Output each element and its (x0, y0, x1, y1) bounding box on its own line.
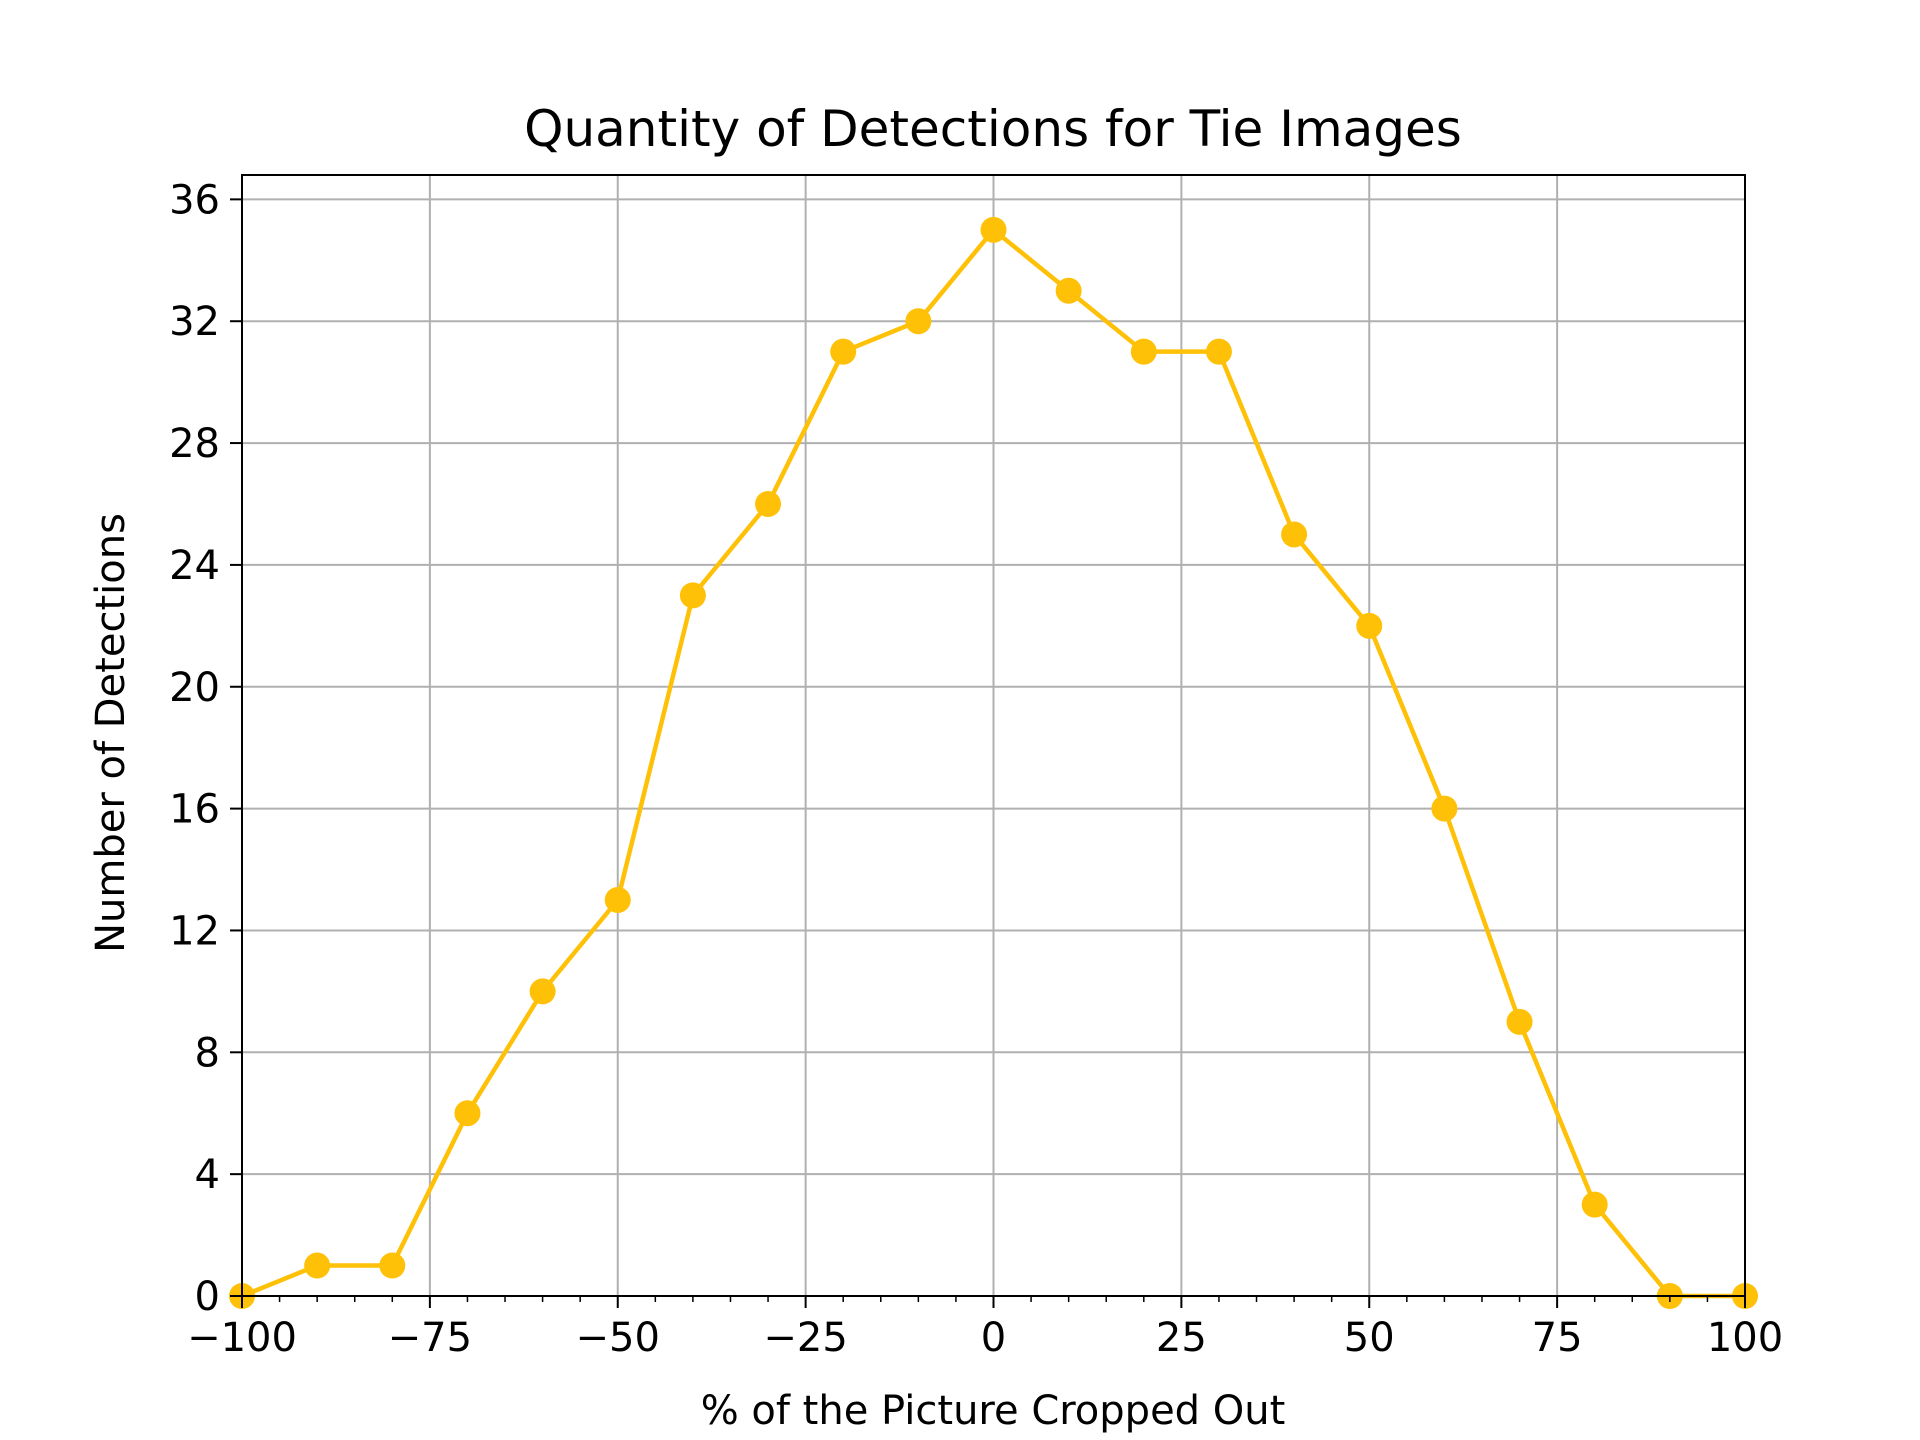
x-tick-label: −75 (388, 1315, 472, 1361)
grid (241, 175, 1746, 1297)
y-axis-label: Number of Detections (88, 513, 134, 953)
x-tick-label: 0 (981, 1315, 1006, 1361)
y-tick-label: 0 (195, 1274, 220, 1320)
data-point (529, 978, 556, 1005)
data-point (679, 582, 706, 609)
y-axis: 0 4 8 12 16 20 24 28 32 36 (169, 177, 242, 1320)
y-tick-label: 4 (195, 1152, 220, 1198)
data-point (1431, 795, 1458, 822)
data-point (379, 1252, 406, 1279)
y-tick-label: 36 (169, 177, 220, 223)
y-tick-label: 8 (195, 1030, 220, 1076)
data-point (1130, 338, 1157, 365)
data-point (1581, 1191, 1608, 1218)
chart-title: Quantity of Detections for Tie Images (524, 100, 1462, 158)
data-point (304, 1252, 331, 1279)
y-tick-label: 12 (169, 908, 220, 954)
data-point (1356, 612, 1383, 639)
x-axis-label: % of the Picture Cropped Out (701, 1388, 1286, 1434)
x-tick-label: −100 (187, 1315, 297, 1361)
y-tick-label: 24 (169, 543, 220, 589)
data-point (604, 886, 631, 913)
x-tick-label: 25 (1156, 1315, 1207, 1361)
data-point (755, 490, 782, 517)
y-tick-label: 28 (169, 421, 220, 467)
x-tick-label: 100 (1707, 1315, 1783, 1361)
data-point (980, 216, 1007, 243)
data-point (1506, 1008, 1533, 1035)
x-axis: −100 −75 −50 −25 0 25 50 75 100 (187, 1296, 1783, 1361)
data-point (1055, 277, 1082, 304)
data-point (905, 308, 932, 335)
plot-series (229, 216, 1758, 1309)
data-point (454, 1100, 481, 1127)
data-point (830, 338, 857, 365)
data-point (1205, 338, 1232, 365)
x-tick-label: 75 (1532, 1315, 1583, 1361)
x-tick-label: −50 (576, 1315, 660, 1361)
y-tick-label: 20 (169, 665, 220, 711)
x-tick-label: 50 (1344, 1315, 1395, 1361)
y-tick-label: 32 (169, 299, 220, 345)
y-tick-label: 16 (169, 787, 220, 833)
x-tick-label: −25 (763, 1315, 847, 1361)
data-point (1281, 521, 1308, 548)
